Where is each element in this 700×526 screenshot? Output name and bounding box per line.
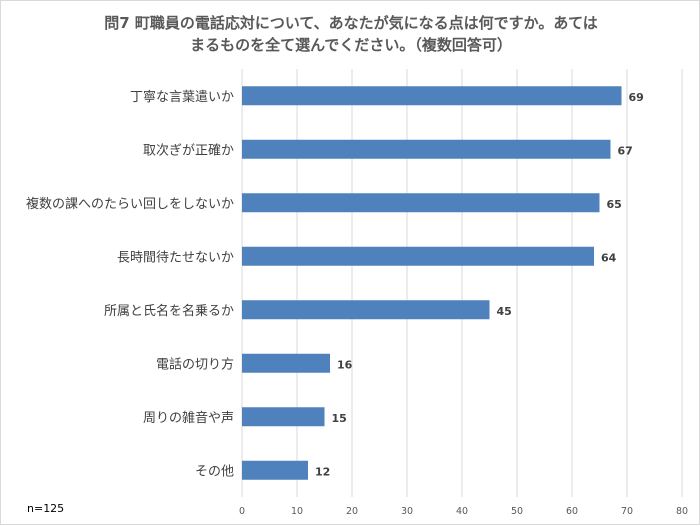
x-tick-label-0: 0	[239, 506, 245, 517]
category-label-0: 丁寧な言葉遣いか	[130, 89, 234, 105]
x-tick-label-8: 80	[676, 506, 688, 517]
data-label-2: 65	[607, 198, 622, 211]
chart-title: 問7 町職員の電話応対について、あなたが気になる点は何ですか。あては まるものを…	[104, 14, 598, 54]
bar-1	[242, 139, 611, 159]
category-labels: 丁寧な言葉遣いか取次ぎが正確か複数の課へのたらい回しをしないか長時間待たせないか…	[26, 89, 234, 480]
category-label-7: その他	[195, 464, 234, 479]
x-tick-label-3: 30	[401, 506, 413, 517]
category-label-5: 電話の切り方	[156, 356, 234, 372]
x-tick-label-5: 50	[511, 506, 523, 517]
category-label-1: 取次ぎが正確か	[143, 142, 234, 158]
bar-7	[242, 460, 308, 480]
x-axis-tick-labels: 0 10 20 30 40 50 60 70 80	[239, 506, 688, 517]
gridlines	[241, 69, 683, 497]
category-label-4: 所属と氏名を名乗るか	[104, 303, 234, 319]
x-tick-label-6: 60	[566, 506, 578, 517]
chart-title-line-1: 問7 町職員の電話応対について、あなたが気になる点は何ですか。あては	[104, 14, 598, 32]
x-tick-label-2: 20	[346, 506, 358, 517]
x-tick-label-4: 40	[456, 506, 468, 517]
data-label-3: 64	[601, 251, 617, 264]
bar-4	[242, 300, 490, 320]
category-label-3: 長時間待たせないか	[117, 250, 234, 265]
data-label-0: 69	[629, 91, 644, 104]
bar-6	[242, 407, 325, 427]
x-tick-label-1: 10	[291, 506, 303, 517]
data-labels: 69 67 65 64 45 16 15 12	[315, 91, 644, 479]
category-label-2: 複数の課へのたらい回しをしないか	[26, 196, 234, 212]
data-label-7: 12	[315, 465, 330, 478]
data-label-6: 15	[332, 412, 347, 425]
bar-0	[242, 86, 622, 106]
category-label-6: 周りの雑音や声	[143, 410, 234, 426]
bar-3	[242, 246, 594, 266]
sample-size-note: n=125	[27, 502, 64, 515]
data-label-1: 67	[618, 144, 633, 157]
data-label-4: 45	[497, 305, 512, 318]
bar-2	[242, 193, 600, 213]
bar-5	[242, 353, 330, 373]
data-label-5: 16	[337, 358, 353, 371]
x-tick-label-7: 70	[621, 506, 633, 517]
chart-title-line-2: まるものを全て選んでください。（複数回答可）	[190, 36, 512, 54]
bars	[242, 86, 622, 480]
